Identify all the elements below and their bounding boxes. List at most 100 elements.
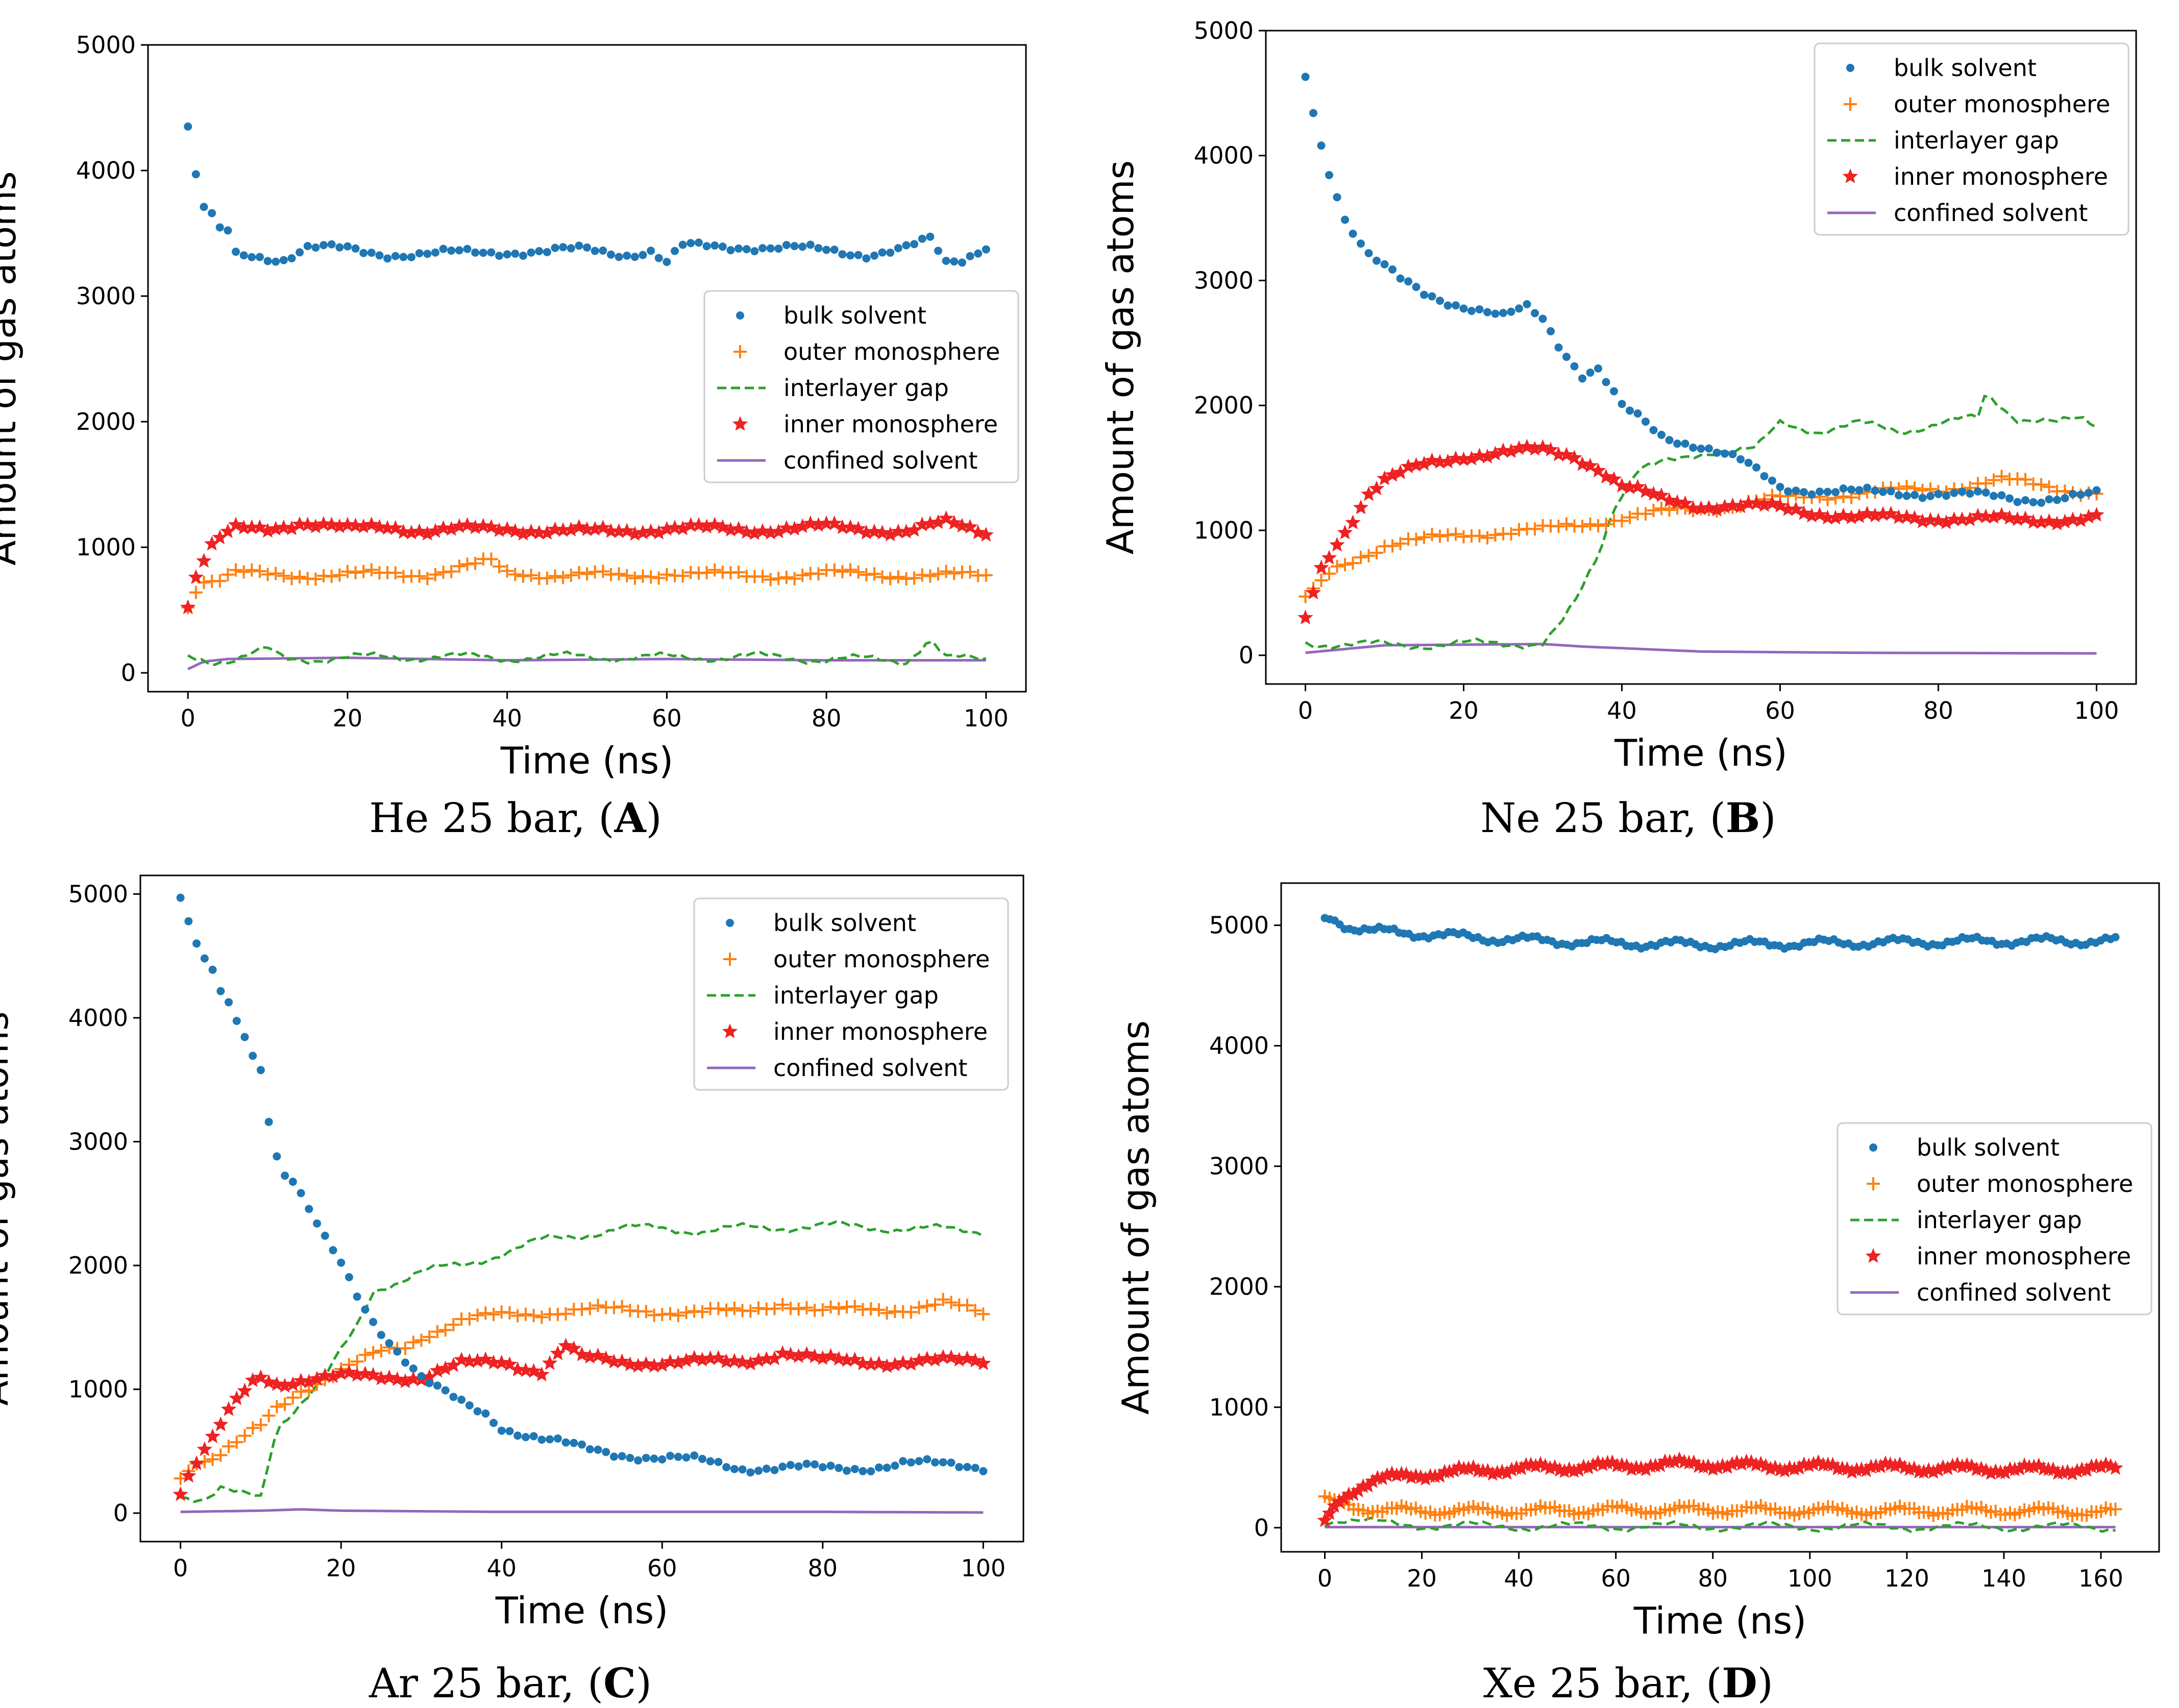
marker-inner-monosphere [339,517,356,532]
marker-inner-monosphere [590,1347,606,1362]
marker-inner-monosphere [859,524,874,540]
marker-inner-monosphere [1606,471,1622,486]
marker-bulk-solvent [1934,490,1943,498]
plot-frame-D [1280,882,2160,1553]
series-line-interlayer-gap [180,1220,984,1503]
marker-bulk-solvent [1887,487,1895,496]
marker-inner-monosphere [1946,511,1962,526]
marker-inner-monosphere [1446,1462,1462,1478]
marker-inner-monosphere [1743,1454,1759,1469]
y-tick-label-A: 5000 [76,31,136,59]
marker-inner-monosphere [831,1351,847,1366]
marker-bulk-solvent [1523,300,1531,308]
marker-inner-monosphere [1786,1461,1802,1476]
marker-bulk-solvent [1341,215,1349,224]
marker-inner-monosphere [1661,492,1677,507]
marker-inner-monosphere [587,521,603,536]
marker-outer-monosphere [875,570,889,584]
marker-bulk-solvent [248,253,256,261]
series-inner-monosphere-D [1317,1451,2123,1527]
marker-outer-monosphere [1995,470,2009,483]
plot-frame-B [1265,30,2137,685]
marker-bulk-solvent [215,223,224,232]
marker-outer-monosphere [189,585,203,599]
marker-outer-monosphere [912,1301,926,1314]
marker-outer-monosphere [979,568,993,582]
marker-inner-monosphere [205,1428,221,1444]
series-confined-solvent-C [180,1508,984,1514]
marker-inner-monosphere [1566,450,1582,465]
marker-outer-monosphere [2035,478,2048,492]
marker-bulk-solvent [1879,487,1887,496]
x-tick-label-C: 100 [961,1554,1006,1582]
caption-D-letter: D [1722,1659,1757,1707]
marker-bulk-solvent [433,1381,442,1390]
marker-inner-monosphere [470,1353,485,1368]
marker-bulk-solvent [1807,490,1816,499]
marker-outer-monosphere [445,565,458,578]
marker-bulk-solvent [553,1434,562,1443]
marker-inner-monosphere [806,1348,823,1363]
legend-label-outer-monosphere: outer monosphere [1917,1170,2133,1198]
marker-inner-monosphere [1472,448,1487,463]
series-outer-monosphere-C [174,1292,990,1485]
marker-outer-monosphere [1473,529,1486,543]
marker-outer-monosphere [325,570,338,583]
marker-inner-monosphere [1983,1465,1999,1480]
marker-inner-monosphere [420,526,435,541]
marker-inner-monosphere [1377,470,1392,485]
marker-bulk-solvent [658,1455,667,1463]
marker-bulk-solvent [296,248,304,257]
marker-bulk-solvent [754,1467,763,1475]
marker-outer-monosphere [591,1299,605,1312]
marker-bulk-solvent [1926,492,1935,500]
marker-inner-monosphere [595,520,611,534]
y-tick-label-D: 1000 [1209,1394,1269,1421]
marker-inner-monosphere [946,515,962,530]
marker-bulk-solvent [1736,455,1745,463]
marker-bulk-solvent [249,1052,257,1060]
marker-inner-monosphere [478,1351,494,1367]
legend-B: bulk solvent outer monosphere interlayer g… [1814,42,2129,236]
legend-handle-inner-monosphere [1865,1248,1881,1263]
marker-outer-monosphere [1433,529,1447,543]
marker-bulk-solvent [974,249,983,258]
marker-bulk-solvent [200,203,208,211]
marker-inner-monosphere [268,521,284,536]
marker-inner-monosphere [475,518,491,533]
series-line-interlayer-gap [1324,1516,2116,1533]
marker-inner-monosphere [228,517,244,532]
caption-D-suffix: ) [1757,1660,1773,1707]
marker-bulk-solvent [931,1458,939,1467]
x-tick-label-A: 40 [492,704,522,732]
marker-bulk-solvent [878,248,887,257]
marker-inner-monosphere [1669,494,1685,509]
marker-bulk-solvent [1507,307,1515,316]
marker-bulk-solvent [449,1393,458,1401]
marker-inner-monosphere [1580,1459,1597,1475]
marker-inner-monosphere [2007,1461,2023,1477]
marker-inner-monosphere [922,516,938,531]
marker-inner-monosphere [1997,1465,2013,1480]
marker-bulk-solvent [843,1467,851,1475]
marker-inner-monosphere [1416,455,1432,471]
marker-outer-monosphere [527,1309,541,1323]
marker-inner-monosphere [935,1349,951,1364]
marker-bulk-solvent [1364,249,1373,258]
marker-inner-monosphere [221,1401,237,1416]
marker-bulk-solvent [288,1178,297,1186]
legend-label-inner-monosphere: inner monosphere [773,1018,988,1045]
marker-inner-monosphere [835,519,850,534]
marker-bulk-solvent [811,1460,819,1469]
marker-inner-monosphere [1619,1458,1635,1473]
marker-bulk-solvent [714,1457,723,1466]
marker-outer-monosphere [540,571,554,585]
marker-inner-monosphere [2093,1458,2109,1474]
x-axis-label-A: Time (ns) [500,739,673,782]
marker-inner-monosphere [643,523,659,539]
marker-outer-monosphere [1979,476,1993,490]
marker-bulk-solvent [200,954,209,963]
marker-inner-monosphere [1543,442,1559,457]
legend-box-C [693,897,1009,1091]
marker-inner-monosphere [1417,1471,1433,1486]
